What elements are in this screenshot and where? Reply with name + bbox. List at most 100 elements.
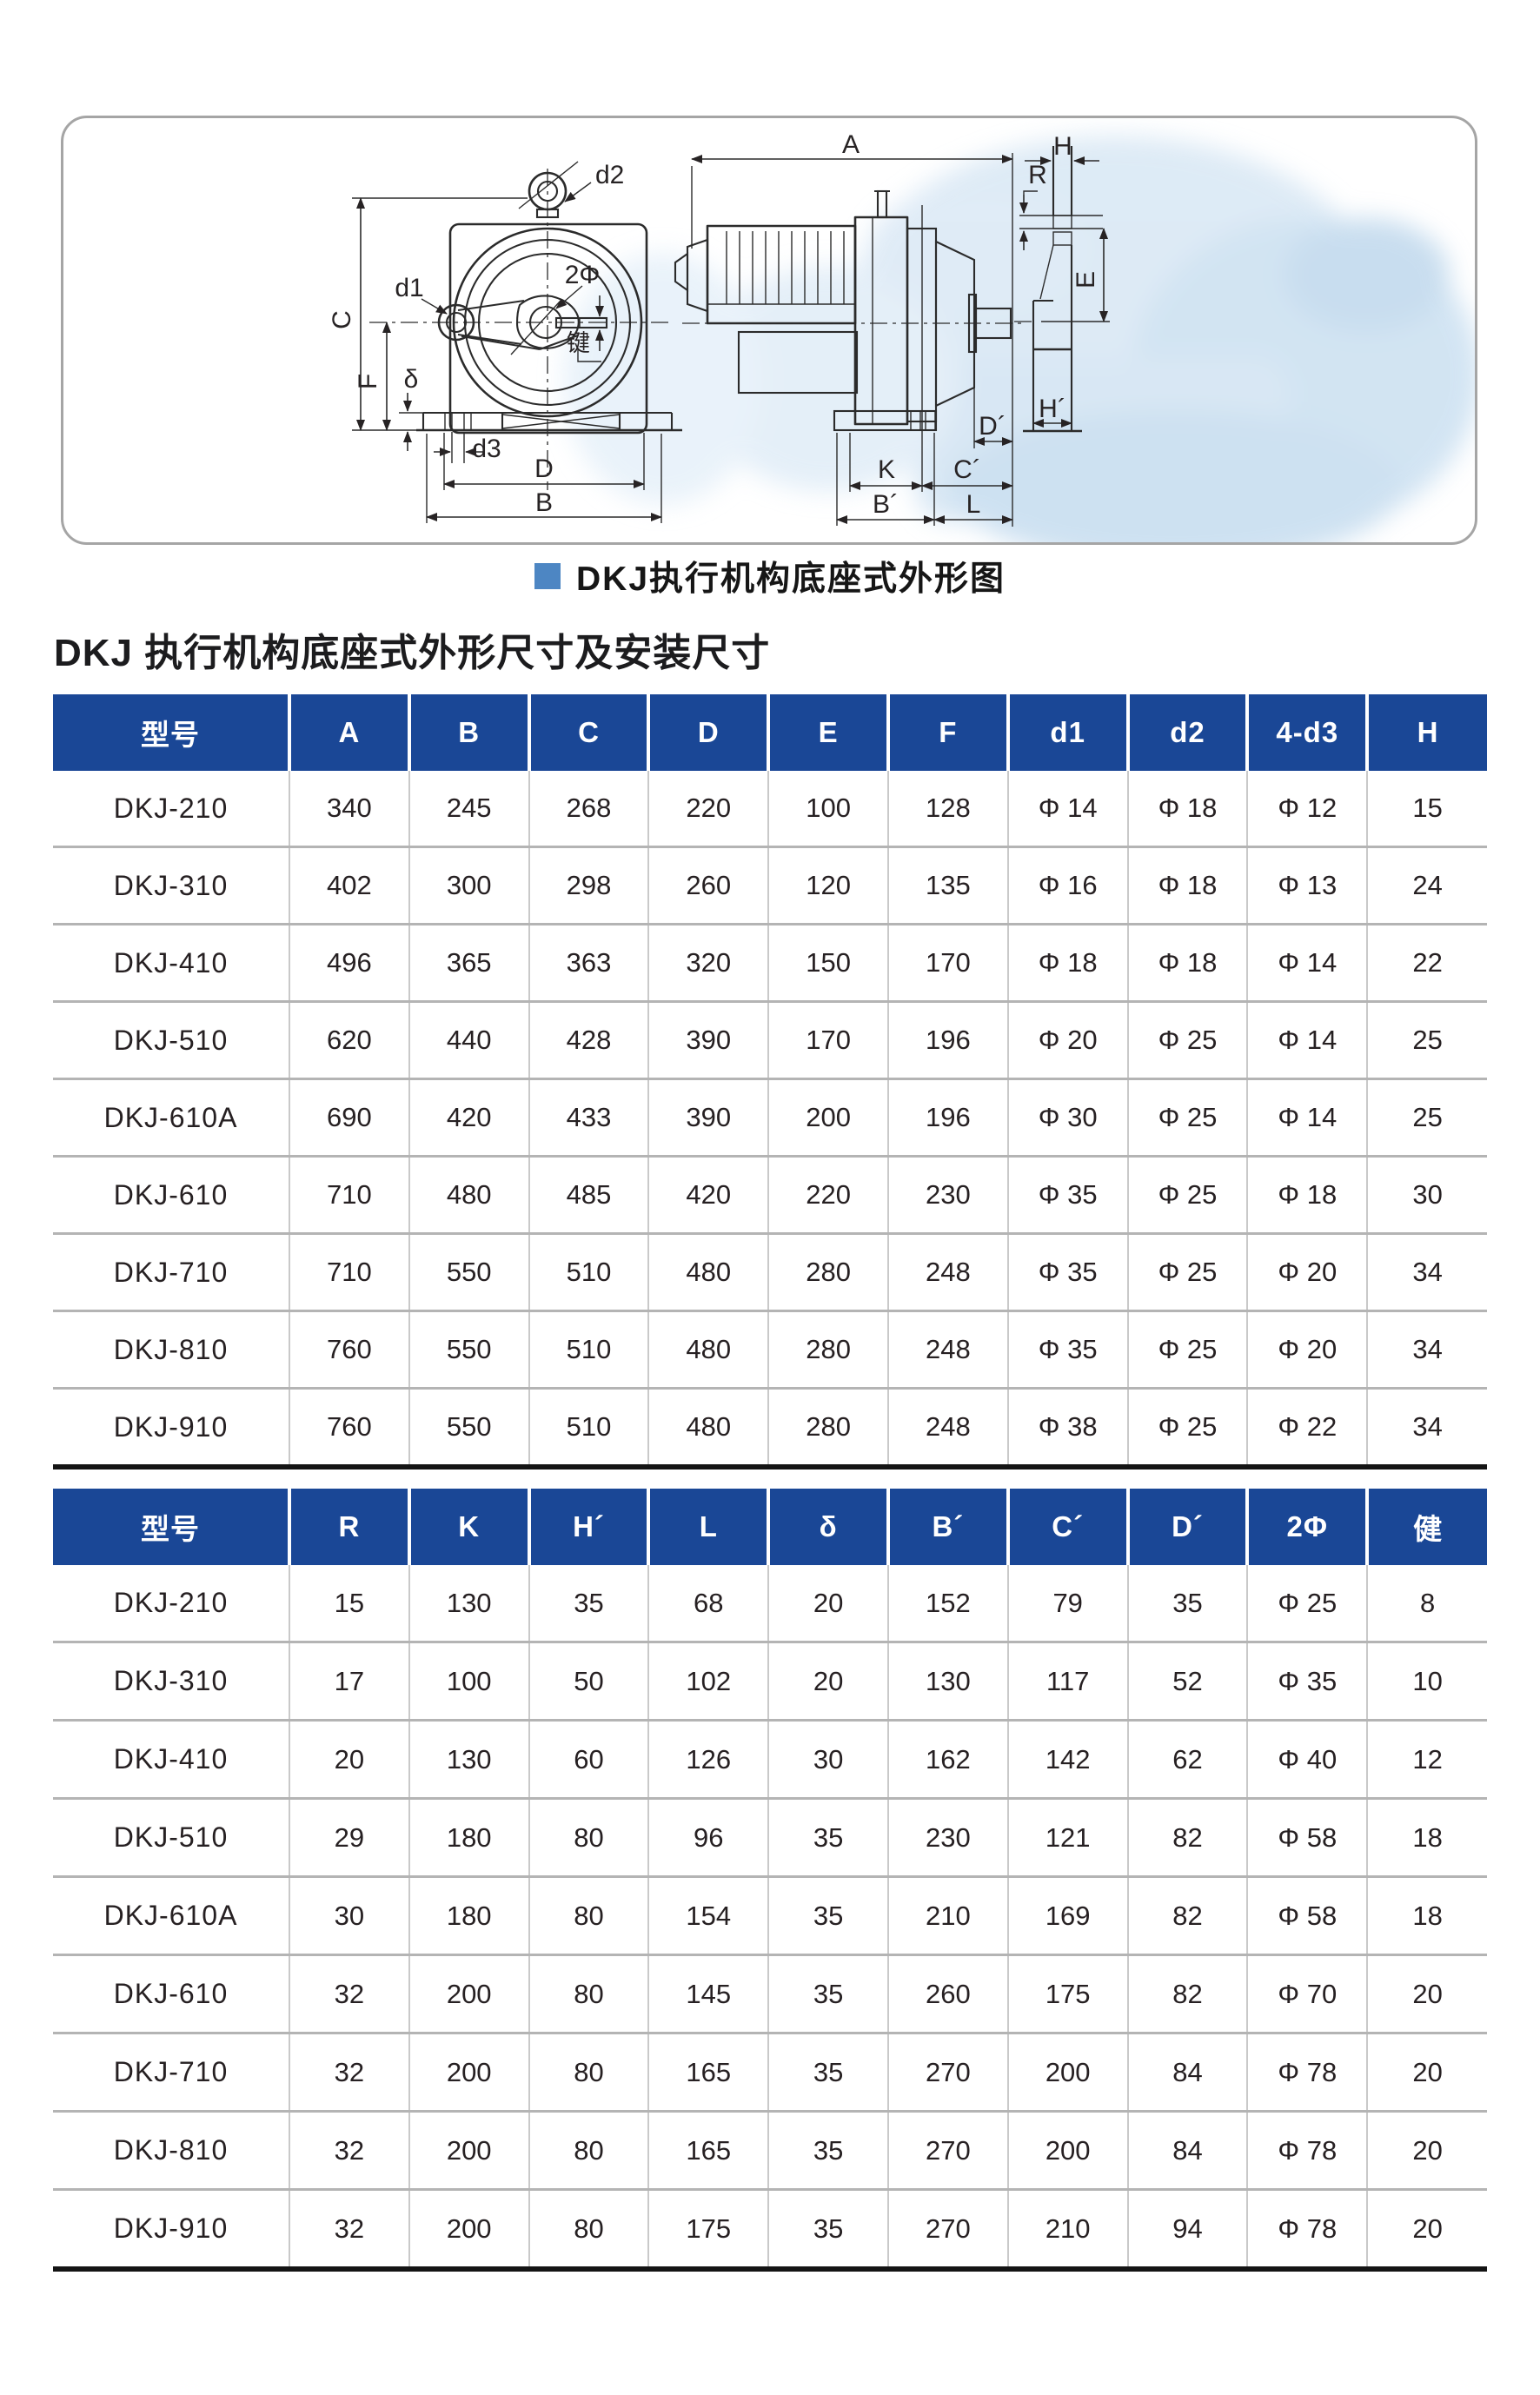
label-d-dim: D bbox=[534, 454, 554, 483]
model-cell: DKJ-410 bbox=[53, 923, 289, 1002]
value-cell: Φ 18 bbox=[1006, 923, 1128, 1002]
value-cell: 200 bbox=[408, 2188, 529, 2269]
label-d2: d2 bbox=[595, 161, 624, 189]
column-header: B bbox=[407, 694, 529, 771]
column-header: D´ bbox=[1125, 1489, 1248, 1565]
value-cell: 82 bbox=[1126, 1954, 1248, 2033]
model-cell: DKJ-210 bbox=[53, 1565, 289, 1642]
value-cell: 32 bbox=[289, 2110, 409, 2190]
value-cell: 80 bbox=[528, 2110, 649, 2190]
value-cell: 175 bbox=[647, 2188, 769, 2269]
value-cell: 84 bbox=[1126, 2032, 1248, 2112]
value-cell: 390 bbox=[647, 1078, 769, 1157]
value-cell: 196 bbox=[886, 1078, 1008, 1157]
value-cell: 17 bbox=[289, 1641, 409, 1721]
value-cell: 200 bbox=[408, 1954, 529, 2033]
value-cell: 200 bbox=[767, 1078, 888, 1157]
value-cell: 480 bbox=[647, 1387, 769, 1467]
value-cell: 270 bbox=[886, 2110, 1008, 2190]
table-row: DKJ-710 32 200 80 165 35 270 200 84 Φ 78 20 bbox=[53, 2032, 1487, 2112]
value-cell: Φ 30 bbox=[1006, 1078, 1128, 1157]
value-cell: Φ 35 bbox=[1246, 1641, 1368, 1721]
value-cell: 34 bbox=[1366, 1232, 1487, 1311]
value-cell: 60 bbox=[528, 1719, 649, 1799]
value-cell: 480 bbox=[647, 1232, 769, 1311]
value-cell: Φ 14 bbox=[1246, 1078, 1368, 1157]
value-cell: 15 bbox=[1366, 771, 1487, 847]
value-cell: 196 bbox=[886, 1000, 1008, 1079]
value-cell: 260 bbox=[647, 846, 769, 925]
value-cell: 100 bbox=[767, 771, 888, 847]
value-cell: Φ 78 bbox=[1246, 2188, 1368, 2269]
value-cell: 365 bbox=[408, 923, 529, 1002]
value-cell: 20 bbox=[1366, 2032, 1487, 2112]
model-cell: DKJ-710 bbox=[53, 1232, 289, 1311]
value-cell: Φ 18 bbox=[1246, 1155, 1368, 1234]
model-cell: DKJ-410 bbox=[53, 1719, 289, 1799]
value-cell: 440 bbox=[408, 1000, 529, 1079]
value-cell: 35 bbox=[767, 1954, 888, 2033]
value-cell: 32 bbox=[289, 2188, 409, 2269]
value-cell: 32 bbox=[289, 1954, 409, 2033]
value-cell: 20 bbox=[1366, 1954, 1487, 2033]
table-1-body: DKJ-210 340 245 268 220 100 128 Φ 14 Φ 18 Φ 12 15 D… bbox=[53, 771, 1487, 1467]
value-cell: Φ 13 bbox=[1246, 846, 1368, 925]
value-cell: 260 bbox=[886, 1954, 1008, 2033]
value-cell: Φ 25 bbox=[1126, 1000, 1248, 1079]
model-cell: DKJ-310 bbox=[53, 846, 289, 925]
value-cell: 130 bbox=[886, 1641, 1008, 1721]
label-b-dim: B bbox=[535, 488, 553, 517]
value-cell: 30 bbox=[289, 1875, 409, 1955]
model-cell: DKJ-610 bbox=[53, 1155, 289, 1234]
value-cell: Φ 20 bbox=[1246, 1232, 1368, 1311]
value-cell: Φ 25 bbox=[1126, 1387, 1248, 1467]
dimension-labels: d2 d1 2Φ 键 C F δ d3 D B A D´ K C´ B´ L H… bbox=[328, 130, 1100, 519]
value-cell: 402 bbox=[289, 846, 409, 925]
table-row: DKJ-410 20 130 60 126 30 162 142 62 Φ 40 12 bbox=[53, 1719, 1487, 1799]
value-cell: 200 bbox=[408, 2110, 529, 2190]
value-cell: 34 bbox=[1366, 1387, 1487, 1467]
table-row: DKJ-910 32 200 80 175 35 270 210 94 Φ 78 20 bbox=[53, 2188, 1487, 2269]
value-cell: Φ 14 bbox=[1006, 771, 1128, 847]
label-c: C bbox=[328, 310, 356, 329]
label-k-dim: K bbox=[878, 455, 895, 484]
value-cell: 496 bbox=[289, 923, 409, 1002]
table-row: DKJ-810 760 550 510 480 280 248 Φ 35 Φ 25 Φ 20 34 bbox=[53, 1310, 1487, 1389]
column-header: δ bbox=[767, 1489, 888, 1565]
value-cell: Φ 58 bbox=[1246, 1875, 1368, 1955]
value-cell: 80 bbox=[528, 1797, 649, 1877]
value-cell: 82 bbox=[1126, 1797, 1248, 1877]
column-header: E bbox=[767, 694, 888, 771]
label-d3: d3 bbox=[472, 435, 501, 463]
value-cell: 145 bbox=[647, 1954, 769, 2033]
value-cell: 169 bbox=[1006, 1875, 1128, 1955]
value-cell: 200 bbox=[1006, 2110, 1128, 2190]
value-cell: 510 bbox=[528, 1232, 649, 1311]
column-header: F bbox=[886, 694, 1008, 771]
value-cell: Φ 25 bbox=[1126, 1155, 1248, 1234]
model-cell: DKJ-810 bbox=[53, 1310, 289, 1389]
value-cell: 280 bbox=[767, 1310, 888, 1389]
value-cell: 35 bbox=[1126, 1565, 1248, 1642]
column-header: d2 bbox=[1125, 694, 1248, 771]
value-cell: 35 bbox=[767, 2188, 888, 2269]
value-cell: Φ 35 bbox=[1006, 1232, 1128, 1311]
value-cell: 94 bbox=[1126, 2188, 1248, 2269]
value-cell: 35 bbox=[767, 1797, 888, 1877]
table-row: DKJ-610A 690 420 433 390 200 196 Φ 30 Φ 25 Φ 14 25 bbox=[53, 1078, 1487, 1157]
table-row: DKJ-510 29 180 80 96 35 230 121 82 Φ 58 18 bbox=[53, 1797, 1487, 1877]
value-cell: Φ 18 bbox=[1126, 846, 1248, 925]
value-cell: 29 bbox=[289, 1797, 409, 1877]
value-cell: Φ 25 bbox=[1126, 1310, 1248, 1389]
label-h-dim: H bbox=[1053, 132, 1072, 161]
value-cell: Φ 58 bbox=[1246, 1797, 1368, 1877]
value-cell: 20 bbox=[767, 1565, 888, 1642]
value-cell: 117 bbox=[1006, 1641, 1128, 1721]
value-cell: 142 bbox=[1006, 1719, 1128, 1799]
label-f: F bbox=[354, 374, 382, 389]
label-key-note: 键 bbox=[567, 330, 590, 356]
value-cell: 162 bbox=[886, 1719, 1008, 1799]
